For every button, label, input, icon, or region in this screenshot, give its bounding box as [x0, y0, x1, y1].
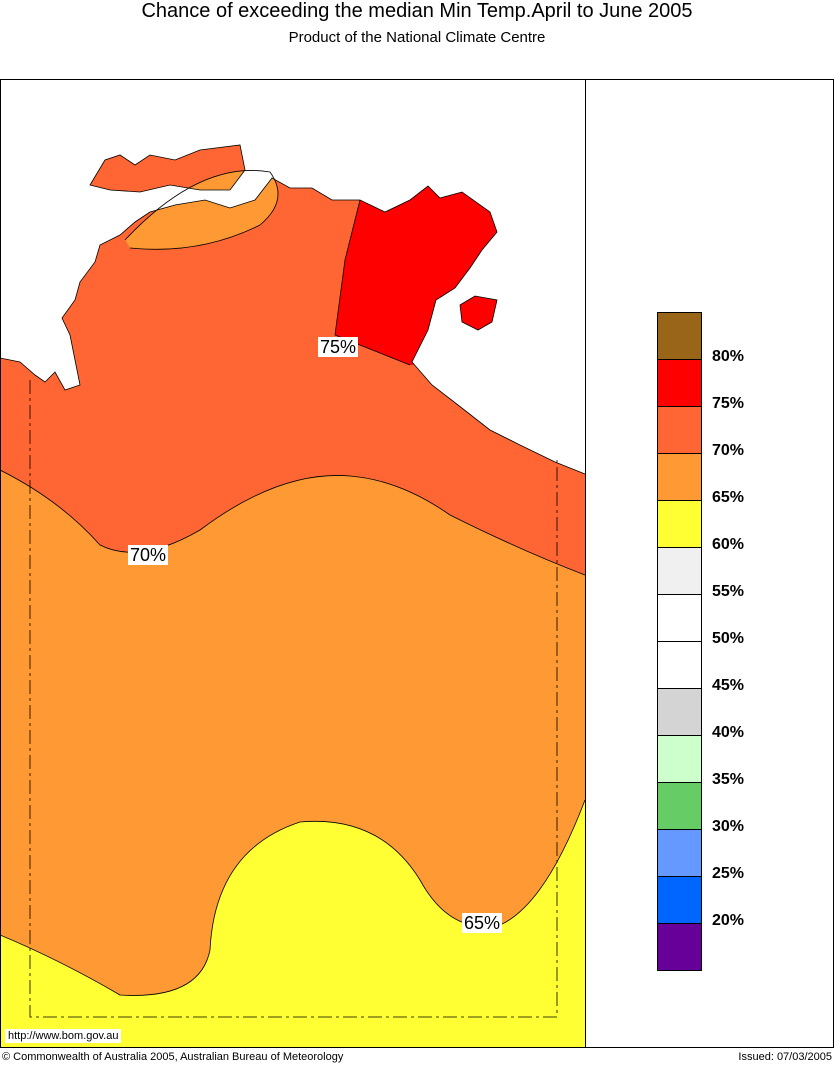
legend-swatch: [657, 406, 702, 454]
legend-label: 55%: [712, 583, 745, 600]
legend-swatch: [657, 641, 702, 689]
legend-label: 60%: [712, 536, 745, 553]
legend-swatch: [657, 688, 702, 736]
legend-swatch: [657, 782, 702, 830]
map-title: Chance of exceeding the median Min Temp.…: [141, 0, 693, 22]
map-subtitle: Product of the National Climate Centre: [288, 29, 546, 46]
legend-label: 45%: [712, 677, 745, 694]
legend-label: 30%: [712, 818, 745, 835]
bom-url-link[interactable]: http://www.bom.gov.au: [5, 1029, 122, 1043]
legend-label: 25%: [712, 865, 745, 882]
legend-label: 20%: [712, 912, 745, 929]
legend-swatch: [657, 312, 702, 360]
legend-swatch: [657, 876, 702, 924]
contour-label-75: 75%: [318, 337, 359, 357]
legend-swatch: [657, 547, 702, 595]
legend-frame: [585, 79, 834, 1048]
legend-swatch: [657, 829, 702, 877]
probability-map: [0, 145, 585, 1047]
legend-swatch: [657, 359, 702, 407]
legend-swatch: [657, 594, 702, 642]
legend-swatch: [657, 453, 702, 501]
legend-swatch: [657, 923, 702, 971]
legend-label: 70%: [712, 442, 745, 459]
contour-label-65: 65%: [462, 913, 503, 933]
copyright-text: © Commonwealth of Australia 2005, Austra…: [2, 1051, 344, 1063]
legend-label: 65%: [712, 489, 745, 506]
legend-colorbar: [657, 312, 702, 971]
legend-label: 80%: [712, 348, 745, 365]
legend-label: 75%: [712, 395, 745, 412]
legend-swatch: [657, 735, 702, 783]
legend-label: 40%: [712, 724, 745, 741]
contour-label-70: 70%: [128, 545, 169, 565]
legend-label: 50%: [712, 630, 745, 647]
issued-date: Issued: 07/03/2005: [738, 1051, 832, 1063]
legend-label: 35%: [712, 771, 745, 788]
legend-swatch: [657, 500, 702, 548]
